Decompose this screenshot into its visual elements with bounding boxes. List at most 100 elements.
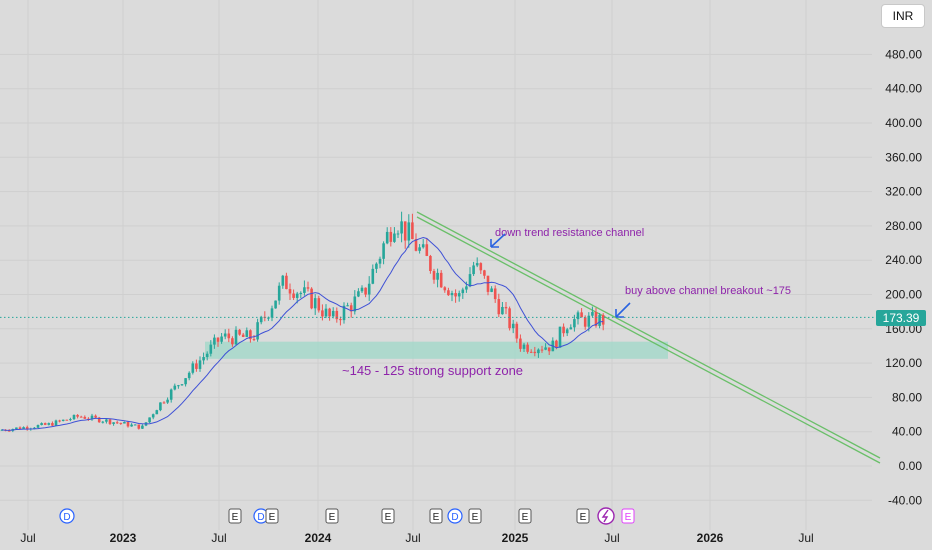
candle-body [108,419,112,424]
candle-body [105,419,108,422]
candles [0,211,605,433]
candle-body [252,339,256,341]
candle-body [526,344,529,352]
candle-body [429,255,432,271]
candle-body [407,222,411,241]
candle-body [335,310,339,320]
earnings-marker[interactable]: E [325,508,339,524]
candle-body [587,315,591,327]
candle-body [321,310,324,317]
candle-body [137,424,141,429]
candle-body [141,425,144,429]
moving-average-line [1,236,604,431]
candle-body [375,263,378,269]
y-tick-label: 40.00 [892,425,922,439]
candle-body [472,265,475,275]
candle-body [238,329,241,335]
y-tick-label: 480.00 [885,47,922,61]
candle-body [515,323,519,339]
candle-body [519,338,522,349]
candle-body [33,427,36,429]
candle-body [310,288,313,309]
candle-body [76,414,79,417]
candle-body [58,420,61,422]
candle-body [72,414,76,420]
earnings-marker-label: E [580,512,587,523]
candle-body [342,305,346,321]
candle-body [580,312,583,318]
candle-body [508,308,511,329]
support-zone [205,341,668,359]
candle-body [90,415,94,420]
candle-body [227,333,231,339]
x-tick-label: Jul [405,531,420,545]
candle-body [382,243,385,259]
candle-body [65,419,69,421]
candle-body [169,389,173,400]
candle-body [454,293,457,297]
candle-body [187,372,191,379]
earnings-marker[interactable]: E [518,508,532,524]
currency-selector-button[interactable]: INR [881,4,925,28]
candle-body [522,344,526,349]
candle-body [54,420,58,426]
candle-body [288,289,292,294]
earnings-marker-label: E [269,512,276,523]
candle-body [465,286,468,290]
earnings-marker[interactable]: E [576,508,590,524]
earnings-marker[interactable]: E [429,508,443,524]
dividend-marker-label: D [63,512,70,523]
candle-body [267,317,270,319]
y-tick-label: 440.00 [885,82,922,96]
candle-body [385,231,389,244]
earnings-marker[interactable]: E [468,508,482,524]
earnings-marker-label: E [385,512,392,523]
candle-body [285,275,288,290]
candle-body [303,287,306,293]
candle-body [195,363,198,369]
earnings-marker-label: E [232,512,239,523]
candle-body [51,423,54,426]
candle-body [256,322,259,340]
dividend-marker[interactable]: D [59,508,75,524]
candle-body [241,334,245,337]
candle-body [367,283,371,295]
earnings-box-icon [381,508,395,524]
candle-body [371,268,375,284]
candle-body [562,326,565,334]
candle-body [18,427,22,430]
candle-body [97,417,101,423]
dividend-marker-label: D [257,512,264,523]
arrow-channel-icon [490,233,506,248]
resistance-channel [416,211,881,464]
dividend-marker[interactable]: D [447,508,463,524]
candle-body [220,336,223,342]
annotation-breakout: buy above channel breakout ~175 [625,285,791,297]
candle-body [173,385,177,390]
candle-body [198,360,202,369]
earnings-box-icon [325,508,339,524]
x-tick-label: 2023 [110,531,137,545]
earnings-marker-label: E [433,512,440,523]
candle-body [414,239,418,251]
candle-body [123,422,126,424]
candle-body [270,308,274,318]
candle-body [324,308,328,317]
candle-body [69,419,72,421]
earnings-marker[interactable]: E [381,508,395,524]
earnings-marker[interactable]: E [621,508,635,524]
candle-body [43,423,47,425]
candle-body [313,298,317,309]
candle-body [317,298,321,311]
candle-body [475,263,479,266]
candle-body [544,347,547,350]
earnings-marker[interactable]: E [265,508,279,524]
candle-body [94,415,97,418]
candle-body [36,425,40,428]
earnings-marker[interactable]: E [228,508,242,524]
candle-body [594,312,598,326]
candle-body [432,270,436,280]
split-event-icon[interactable] [597,507,615,525]
